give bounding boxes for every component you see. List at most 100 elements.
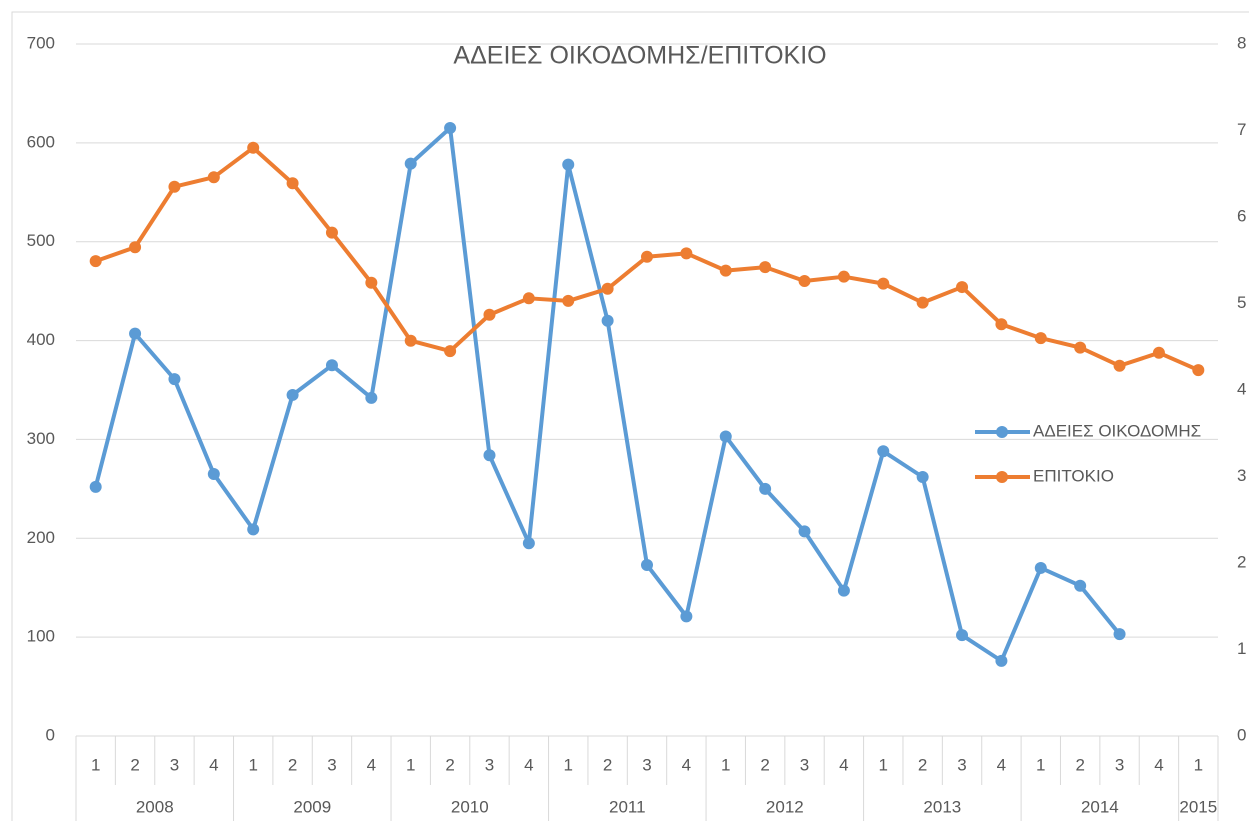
y2-tick-label: 6 — [1237, 206, 1246, 225]
point — [798, 275, 811, 288]
point — [365, 276, 378, 289]
point — [129, 241, 142, 254]
point — [404, 334, 417, 347]
point — [798, 525, 811, 538]
point — [325, 359, 338, 372]
y-tick-label: 200 — [27, 528, 55, 547]
point — [286, 388, 299, 401]
year-label: 2008 — [136, 797, 174, 816]
year-label: 2012 — [766, 797, 804, 816]
point — [956, 629, 969, 642]
point — [522, 292, 535, 305]
y-tick-label: 500 — [27, 231, 55, 250]
y2-tick-label: 1 — [1237, 639, 1246, 658]
point — [207, 171, 220, 184]
point — [1152, 346, 1165, 359]
point — [168, 180, 181, 193]
x-tick-label: 4 — [839, 755, 848, 774]
point — [837, 270, 850, 283]
year-label: 2011 — [609, 797, 646, 816]
x-tick-label: 1 — [564, 755, 573, 774]
x-tick-label: 4 — [1154, 755, 1163, 774]
point — [1074, 341, 1087, 354]
y2-tick-label: 0 — [1237, 725, 1246, 744]
x-tick-label: 3 — [485, 755, 494, 774]
x-tick-label: 3 — [1115, 755, 1124, 774]
x-tick-label: 2 — [760, 755, 769, 774]
point — [522, 537, 535, 550]
point — [601, 314, 614, 327]
point — [129, 327, 142, 340]
x-tick-label: 3 — [957, 755, 966, 774]
point — [168, 373, 181, 386]
point — [837, 584, 850, 597]
point — [1192, 364, 1205, 377]
point — [325, 226, 338, 239]
point — [877, 277, 890, 290]
year-label: 2013 — [923, 797, 961, 816]
x-tick-label: 3 — [327, 755, 336, 774]
point — [759, 261, 772, 274]
chart-border — [11, 11, 1249, 826]
point — [877, 445, 890, 458]
x-tick-label: 1 — [91, 755, 100, 774]
x-tick-label: 2 — [288, 755, 297, 774]
x-tick-label: 4 — [682, 755, 691, 774]
point — [483, 449, 496, 462]
x-tick-label: 1 — [248, 755, 257, 774]
point — [247, 141, 260, 154]
y2-tick-label: 2 — [1237, 552, 1246, 571]
y2-tick-label: 4 — [1237, 379, 1246, 398]
point — [995, 318, 1008, 331]
x-tick-label: 2 — [130, 755, 139, 774]
x-tick-label: 1 — [1036, 755, 1045, 774]
point — [207, 468, 220, 481]
y-tick-label: 700 — [27, 33, 55, 52]
x-tick-label: 2 — [603, 755, 612, 774]
x-tick-label: 3 — [642, 755, 651, 774]
point — [562, 158, 575, 171]
y2-tick-label: 5 — [1237, 293, 1246, 312]
legend-label: ΕΠΙΤΟΚΙΟ — [1033, 466, 1114, 485]
point — [89, 255, 102, 268]
point — [562, 294, 575, 307]
point — [916, 470, 929, 483]
point — [444, 122, 457, 135]
point — [759, 482, 772, 495]
point — [247, 523, 260, 536]
point — [444, 345, 457, 358]
point — [641, 250, 653, 263]
y2-tick-label: 8 — [1237, 33, 1246, 52]
chart-title: ΑΔΕΙΕΣ ΟΙΚΟΔΟΜΗΣ/ΕΠΙΤΟΚΙΟ — [453, 42, 826, 70]
x-tick-label: 1 — [1194, 755, 1203, 774]
point — [1113, 628, 1126, 641]
x-tick-label: 2 — [1075, 755, 1084, 774]
point — [719, 430, 732, 443]
x-tick-label: 3 — [800, 755, 809, 774]
point — [1113, 359, 1126, 372]
point — [1034, 332, 1047, 345]
y-tick-label: 0 — [46, 725, 55, 744]
y2-tick-label: 3 — [1237, 466, 1246, 485]
legend-label: ΑΔΕΙΕΣ ΟΙΚΟΔΟΜΗΣ — [1033, 421, 1201, 440]
year-label: 2014 — [1081, 797, 1119, 816]
y-tick-label: 400 — [27, 330, 55, 349]
y2-tick-label: 7 — [1237, 120, 1246, 139]
point — [483, 308, 496, 321]
point — [916, 296, 929, 309]
x-tick-label: 1 — [879, 755, 888, 774]
x-tick-label: 4 — [997, 755, 1006, 774]
point — [680, 247, 693, 260]
x-tick-label: 1 — [406, 755, 415, 774]
x-tick-label: 3 — [170, 755, 179, 774]
y-tick-label: 300 — [27, 429, 55, 448]
series-line — [93, 126, 1122, 663]
point — [89, 480, 102, 493]
point — [365, 391, 378, 404]
year-label: 2010 — [451, 797, 489, 816]
year-label: 2009 — [293, 797, 331, 816]
legend-marker — [996, 426, 1008, 438]
legend-marker — [996, 471, 1008, 483]
point — [1034, 561, 1047, 574]
